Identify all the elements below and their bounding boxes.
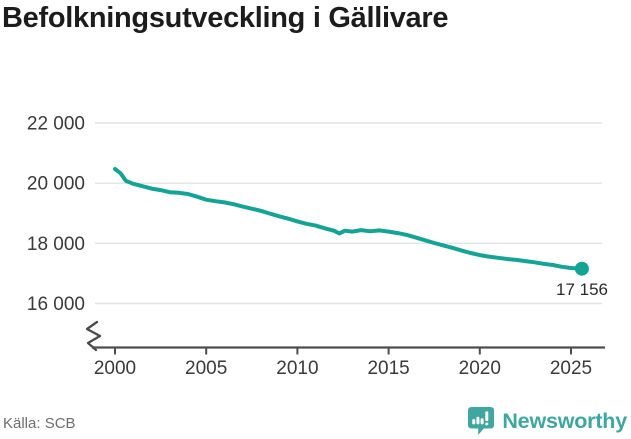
logo-bar-3: [480, 418, 484, 425]
y-tick-label: 16 000: [27, 294, 85, 315]
x-axis: 2000 2005 2010 2015 2020 2025: [92, 346, 605, 379]
logo-bar-2: [476, 416, 480, 425]
newsworthy-badge-bar-chart-icon: [468, 407, 495, 435]
x-tick-label: 2015: [367, 358, 409, 379]
x-tick-label: 2010: [276, 358, 318, 379]
latest-value-dot: [574, 261, 589, 276]
x-tick-label: 2000: [94, 358, 136, 379]
gridlines: [95, 122, 602, 305]
x-tick-label: 2020: [459, 358, 501, 379]
population-line: [113, 167, 584, 271]
source-label: Källa: SCB: [3, 415, 76, 432]
y-axis-break-icon: [85, 320, 102, 352]
y-tick-label: 20 000: [27, 174, 85, 195]
newsworthy-logo[interactable]: Newsworthy: [467, 406, 627, 436]
y-tick-label: 18 000: [27, 234, 85, 255]
logo-bar-1: [472, 419, 476, 425]
chart-title: Befolkningsutveckling i Gällivare: [2, 2, 449, 34]
y-tick-label: 22 000: [27, 114, 85, 135]
logo-exclamation-dot: [485, 422, 489, 426]
logo-exclamation-bar: [485, 411, 489, 421]
latest-value-label: 17 156: [556, 280, 608, 299]
y-axis-tick-labels: 22 000 20 000 18 000 16 000: [27, 114, 85, 315]
x-tick-label: 2025: [550, 358, 592, 379]
newsworthy-wordmark: Newsworthy: [502, 408, 627, 433]
x-tick-label: 2005: [185, 358, 227, 379]
